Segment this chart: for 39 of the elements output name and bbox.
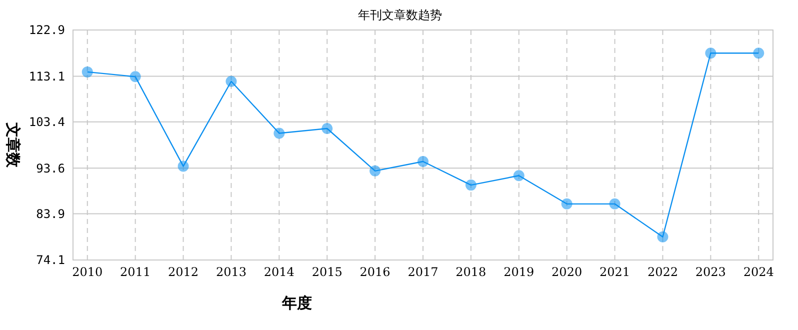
point [82, 66, 93, 78]
x-tick-label: 2012 [168, 265, 199, 279]
x-tick-label: 2016 [360, 265, 390, 279]
x-tick-label: 2023 [695, 265, 726, 279]
point [753, 48, 764, 59]
x-axis-title: 年度 [281, 294, 312, 312]
point [178, 160, 189, 172]
x-tick-label: 2020 [552, 265, 582, 279]
x-tick-label: 2011 [120, 265, 151, 279]
point [370, 165, 381, 176]
x-tick-label: 2019 [504, 265, 534, 279]
x-tick-label: 2021 [600, 265, 630, 279]
x-tick-label: 2014 [264, 265, 295, 279]
point [657, 231, 668, 242]
point [465, 180, 476, 191]
y-tick-label: 83.9 [36, 207, 65, 222]
x-tick-label: 2024 [743, 265, 774, 279]
x-tick-label: 2022 [647, 265, 678, 279]
x-tick-label: 2018 [456, 265, 486, 279]
y-tick-label: 113.1 [28, 69, 65, 84]
x-tick-label: 2017 [408, 265, 438, 279]
y-tick-label: 93.6 [36, 161, 65, 176]
y-tick-label: 122.9 [28, 23, 65, 38]
point [705, 48, 716, 59]
point [609, 198, 620, 210]
point [561, 198, 572, 210]
point [418, 156, 428, 167]
chart-title: 年刊文章数趋势 [358, 8, 442, 22]
point [274, 128, 285, 139]
x-tick-label: 2010 [72, 265, 103, 279]
x-tick-label: 2013 [216, 265, 246, 279]
y-axis-title: 文章数 [4, 122, 22, 168]
point [130, 71, 141, 82]
point [513, 170, 524, 182]
x-tick-label: 2015 [312, 265, 342, 279]
y-tick-label: 74.1 [36, 253, 65, 268]
y-tick-label: 103.4 [28, 115, 65, 130]
point [226, 76, 237, 87]
point [322, 123, 333, 134]
